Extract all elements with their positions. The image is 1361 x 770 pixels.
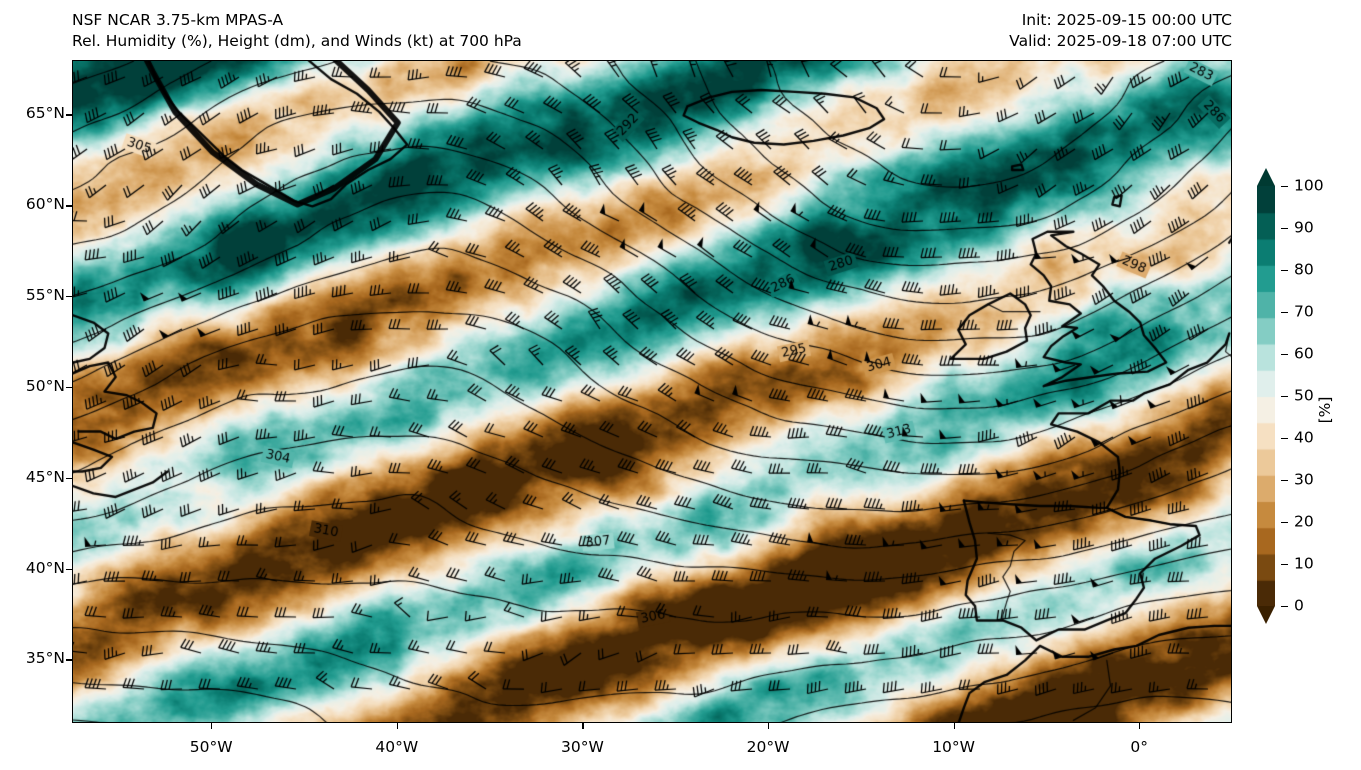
colorbar-gradient [1257, 186, 1275, 606]
x-tick-label: 0° [1130, 738, 1148, 756]
init-time: Init: 2025-09-15 00:00 UTC [1021, 11, 1232, 29]
colorbar-tick-mark [1281, 564, 1288, 566]
colorbar-tick-mark [1281, 606, 1288, 608]
y-tick-label: 60°N [25, 195, 65, 214]
colorbar-tick-label: 40 [1294, 428, 1314, 447]
y-tick-label: 55°N [25, 286, 65, 305]
colorbar-tick-label: 0 [1294, 596, 1304, 615]
field-title: Rel. Humidity (%), Height (dm), and Wind… [72, 32, 522, 50]
y-tick-mark [66, 659, 72, 661]
colorbar-tick-label: 80 [1294, 260, 1314, 279]
colorbar-tick-label: 70 [1294, 302, 1314, 321]
colorbar-tick-mark [1281, 522, 1288, 524]
valid-time: Valid: 2025-09-18 07:00 UTC [1009, 32, 1232, 50]
x-tick-mark [953, 723, 955, 729]
colorbar-tick-label: 90 [1294, 218, 1314, 237]
colorbar-tick-label: 60 [1294, 344, 1314, 363]
y-tick-label: 65°N [25, 104, 65, 123]
colorbar-tick-mark [1281, 228, 1288, 230]
colorbar: 0 10 20 30 40 50 60 70 80 90 100 [1253, 168, 1324, 624]
model-title: NSF NCAR 3.75-km MPAS-A [72, 11, 284, 29]
colorbar-tick-mark [1281, 354, 1288, 356]
colorbar-tick-mark [1281, 480, 1288, 482]
y-tick-mark [66, 386, 72, 389]
x-tick-mark [396, 723, 399, 729]
colorbar-extend-min-arrow [1257, 606, 1275, 624]
x-tick-mark [211, 723, 213, 729]
y-tick-label: 35°N [25, 649, 65, 668]
x-tick-label: 20°W [746, 738, 790, 756]
y-tick-mark [66, 296, 72, 298]
y-tick-mark [66, 568, 72, 570]
colorbar-tick-label: 30 [1294, 470, 1314, 489]
y-tick-label: 40°N [25, 558, 65, 577]
y-tick-label: 45°N [25, 467, 65, 486]
x-tick-label: 50°W [189, 738, 233, 756]
x-tick-label: 40°W [375, 738, 419, 756]
x-tick-mark [582, 723, 584, 729]
colorbar-tick-mark [1281, 270, 1288, 272]
map-plot-area [72, 60, 1232, 723]
colorbar-tick-mark [1281, 312, 1288, 314]
relative-humidity-shading [73, 61, 1231, 722]
x-tick-label: 10°W [932, 738, 975, 756]
colorbar-tick-label: 100 [1294, 176, 1324, 195]
header-right-block: Init: 2025-09-15 00:00 UTC Valid: 2025-0… [1009, 10, 1232, 52]
y-tick-mark [66, 205, 72, 207]
colorbar-extend-max-arrow [1257, 168, 1275, 186]
colorbar-tick-mark [1281, 438, 1288, 440]
colorbar-axis-label: [%] [1316, 396, 1334, 424]
y-tick-label: 50°N [25, 376, 65, 395]
x-tick-mark [768, 723, 770, 729]
header-left-block: NSF NCAR 3.75-km MPAS-A Rel. Humidity (%… [72, 10, 522, 52]
colorbar-tick-label: 50 [1294, 386, 1314, 405]
colorbar-tick-mark [1281, 186, 1288, 188]
colorbar-tick-label: 20 [1294, 512, 1314, 531]
y-tick-mark [66, 477, 72, 480]
x-tick-label: 30°W [560, 738, 604, 756]
colorbar-tick-label: 10 [1294, 554, 1314, 573]
x-tick-mark [1139, 723, 1141, 729]
y-tick-mark [66, 114, 72, 116]
colorbar-tick-mark [1281, 396, 1288, 398]
